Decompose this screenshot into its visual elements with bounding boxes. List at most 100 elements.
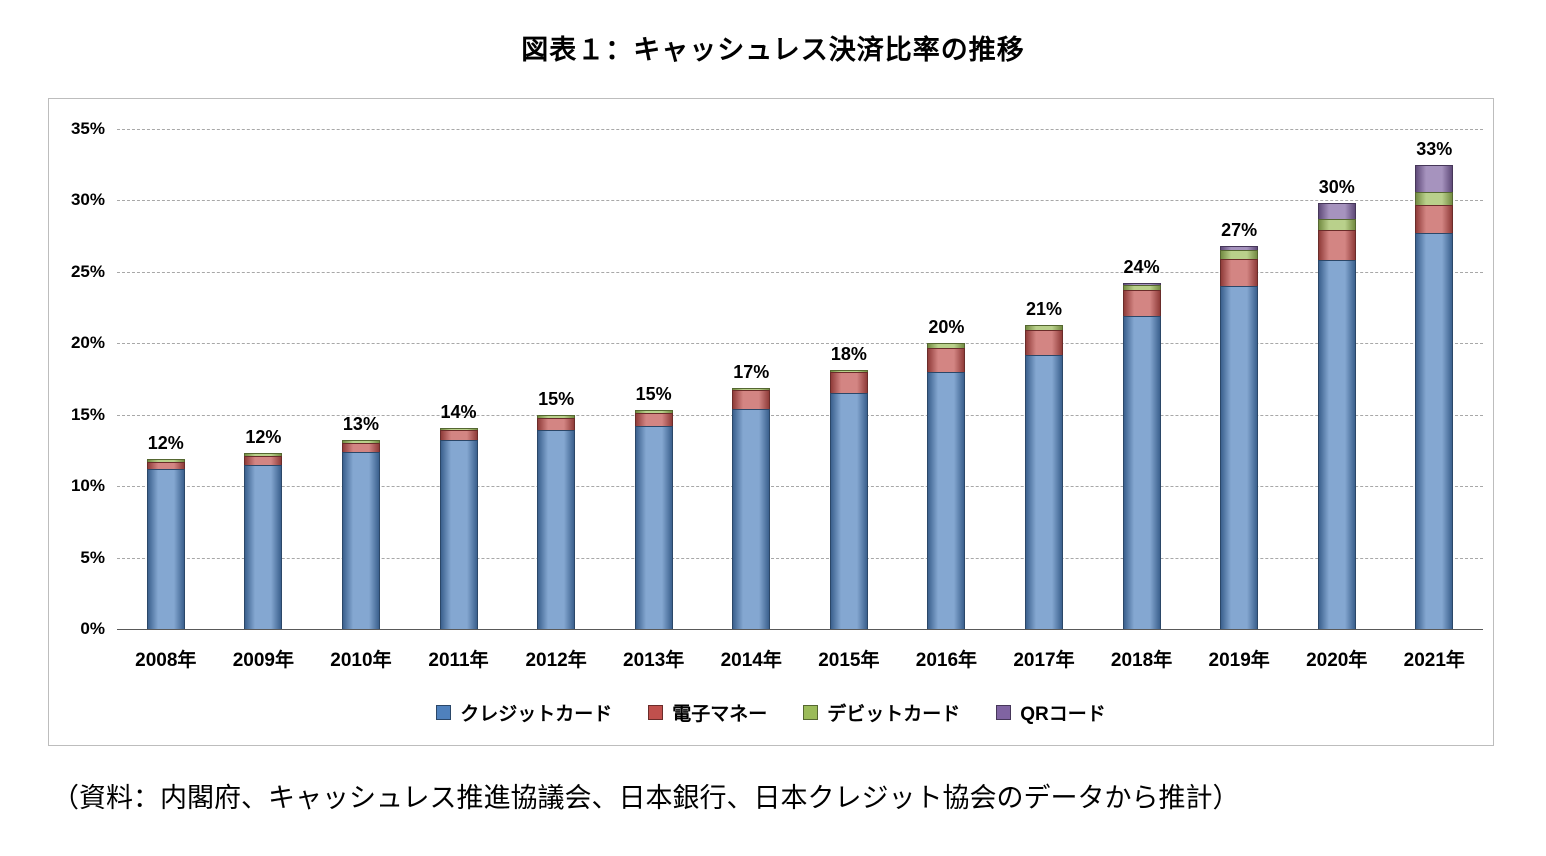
bar-segment-QRコード xyxy=(1415,164,1454,192)
x-axis-line xyxy=(117,629,1483,630)
bar-segment-デビットカード xyxy=(829,369,868,372)
x-tick-label: 2015年 xyxy=(818,650,880,671)
bar-segment-電子マネー xyxy=(146,461,185,469)
bar-segment-クレジットカード xyxy=(341,451,380,629)
bar-segment-デビットカード xyxy=(634,410,673,414)
bar-total-label: 17% xyxy=(733,361,770,382)
bar-column: 24% xyxy=(1093,129,1191,629)
bar-total-label: 30% xyxy=(1318,177,1355,198)
y-tick-label: 0% xyxy=(80,619,105,638)
legend-label: 電子マネー xyxy=(672,704,768,725)
bar-segment-クレジットカード xyxy=(1220,286,1259,629)
x-tick-label: 2018年 xyxy=(1110,650,1173,671)
y-tick-label: 35% xyxy=(70,119,105,138)
bar-segment-電子マネー xyxy=(341,443,380,452)
legend-item: クレジットカード xyxy=(436,699,612,726)
y-tick-label: 30% xyxy=(70,190,105,210)
bar-segment-デビットカード xyxy=(1122,284,1161,291)
legend-swatch xyxy=(436,705,452,720)
bar-total-label: 33% xyxy=(1416,138,1453,159)
bar-segment-デビットカード xyxy=(1024,324,1063,331)
bar-total-label: 21% xyxy=(1025,298,1062,319)
gridline xyxy=(117,129,1483,130)
bar-column: 14% xyxy=(410,129,508,629)
bar-stack xyxy=(634,410,673,629)
y-tick-label: 25% xyxy=(70,261,105,281)
legend-swatch xyxy=(996,705,1012,720)
bar-stack xyxy=(439,427,478,629)
bar-stack xyxy=(146,459,185,629)
x-tick-label: 2014年 xyxy=(720,650,782,671)
bar-segment-クレジットカード xyxy=(927,371,966,629)
bar-total-label: 13% xyxy=(342,414,379,435)
bar-segment-クレジットカード xyxy=(537,430,576,629)
x-tick-label: 2009年 xyxy=(232,650,294,671)
bar-column: 33% xyxy=(1386,129,1484,629)
bar-segment-デビットカード xyxy=(1220,250,1259,260)
bar-segment-電子マネー xyxy=(537,417,576,431)
bar-segment-クレジットカード xyxy=(1024,354,1063,629)
bar-total-label: 24% xyxy=(1123,256,1160,277)
bar-segment-デビットカード xyxy=(146,459,185,462)
bar-segment-クレジットカード xyxy=(732,409,771,629)
x-tick-label: 2011年 xyxy=(428,650,489,671)
gridline xyxy=(117,557,1483,559)
bar-segment-電子マネー xyxy=(829,371,868,394)
legend: クレジットカード 電子マネー デビットカード QRコード xyxy=(49,699,1493,726)
bar-total-label: 14% xyxy=(440,401,477,422)
bar-segment-デビットカード xyxy=(341,440,380,444)
bar-segment-クレジットカード xyxy=(634,426,673,629)
bar-segment-電子マネー xyxy=(1415,204,1454,234)
bar-segment-クレジットカード xyxy=(1317,260,1356,629)
bar-total-label: 12% xyxy=(245,427,282,448)
bar-segment-デビットカード xyxy=(439,427,478,431)
bar-column: 18% xyxy=(800,129,898,629)
legend-item: デビットカード xyxy=(803,699,960,726)
bar-segment-電子マネー xyxy=(244,456,283,465)
bar-column: 30% xyxy=(1288,129,1386,629)
bar-total-label: 18% xyxy=(830,343,867,364)
bar-segment-デビットカード xyxy=(927,343,966,348)
bar-segment-電子マネー xyxy=(1122,290,1161,317)
x-tick-label: 2008年 xyxy=(135,650,197,671)
x-tick-label: 2021年 xyxy=(1403,650,1465,671)
bar-stack xyxy=(1024,324,1063,629)
legend-swatch xyxy=(803,705,819,720)
bar-column: 20% xyxy=(898,129,996,629)
bar-column: 12% xyxy=(215,129,313,629)
gridline xyxy=(117,414,1483,416)
gridline xyxy=(117,271,1483,273)
x-tick-label: 2016年 xyxy=(915,650,978,671)
x-tick-label: 2010年 xyxy=(330,650,392,671)
legend-label: QRコード xyxy=(1020,704,1106,725)
bar-segment-クレジットカード xyxy=(1415,233,1454,629)
bar-column: 12% xyxy=(117,129,215,629)
x-tick-label: 2012年 xyxy=(525,650,587,671)
bar-total-label: 15% xyxy=(538,388,575,409)
bar-stack xyxy=(537,414,576,629)
y-tick-label: 15% xyxy=(70,404,105,424)
bar-segment-デビットカード xyxy=(244,453,283,457)
bar-stack xyxy=(1317,203,1356,629)
bar-segment-電子マネー xyxy=(1024,330,1063,355)
bar-segment-QRコード xyxy=(1122,282,1161,285)
bar-stack xyxy=(341,440,380,629)
bar-segment-クレジットカード xyxy=(829,393,868,629)
bar-column: 15% xyxy=(507,129,605,629)
bar-stack xyxy=(244,453,283,629)
plot-area: 12% 12% 13% 14% 15% 15% 17% 18% 20% 21% 24% 27% 30% 3… xyxy=(117,129,1483,629)
bar-segment-電子マネー xyxy=(927,347,966,372)
bar-segment-電子マネー xyxy=(1220,259,1259,287)
source-caption: （資料：内閣府、キャッシュレス推進協議会、日本銀行、日本クレジット協会のデータか… xyxy=(52,783,1240,813)
bar-stack xyxy=(1122,282,1161,629)
chart-title: 図表１：キャッシュレス決済比率の推移 xyxy=(521,35,1025,65)
y-tick-label: 10% xyxy=(70,476,105,496)
bar-segment-電子マネー xyxy=(634,413,673,427)
bar-total-label: 20% xyxy=(928,317,965,338)
x-tick-label: 2019年 xyxy=(1208,650,1270,671)
x-tick-label: 2020年 xyxy=(1306,650,1368,671)
bar-stack xyxy=(1220,246,1259,629)
y-tick-label: 5% xyxy=(80,547,105,567)
bar-segment-クレジットカード xyxy=(439,440,478,629)
y-tick-label: 20% xyxy=(70,333,105,353)
